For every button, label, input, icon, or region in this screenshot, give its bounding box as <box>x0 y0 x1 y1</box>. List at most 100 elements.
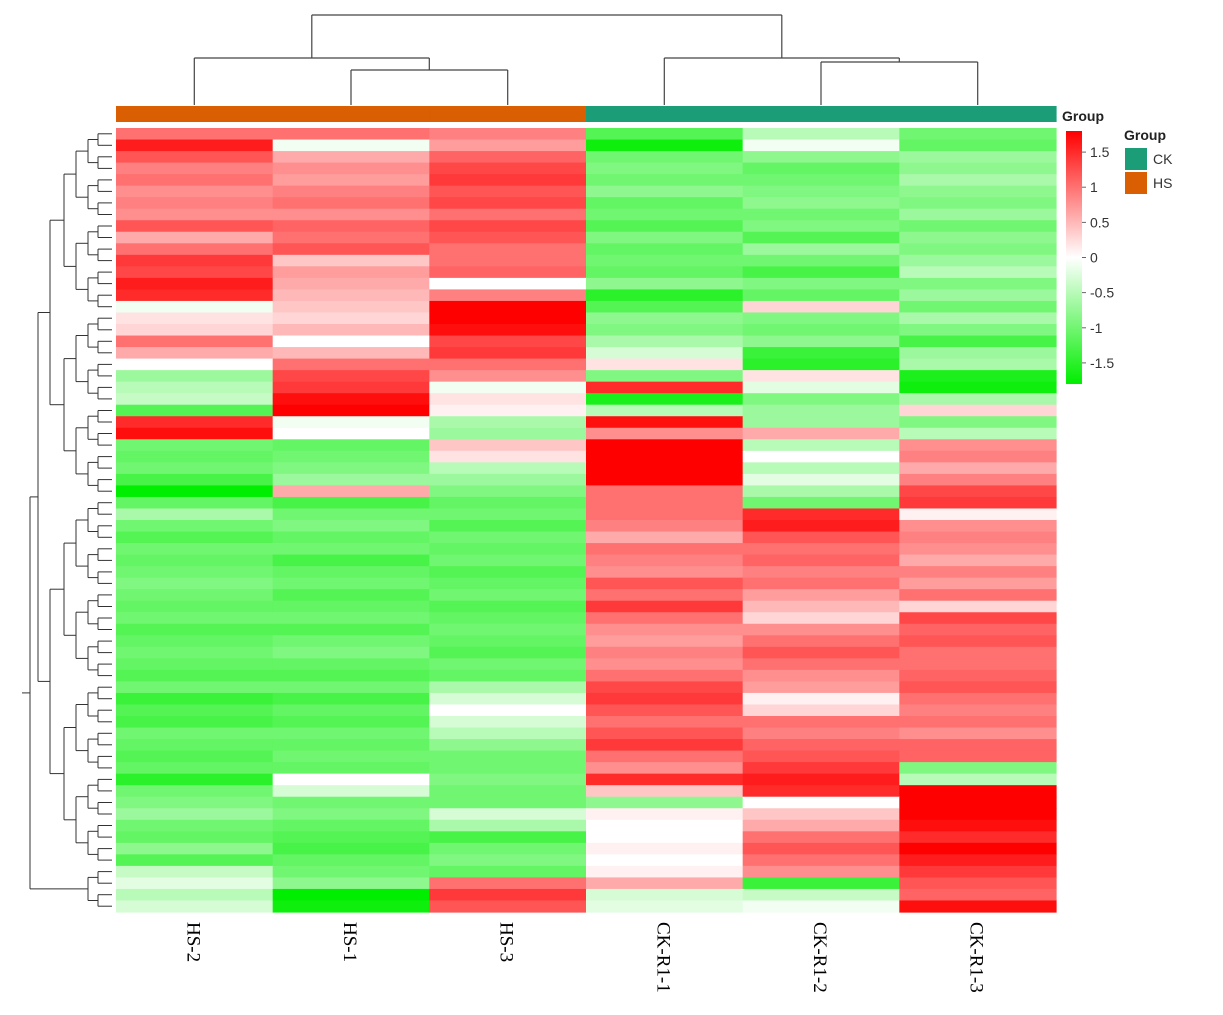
heatmap-cell <box>899 162 1057 175</box>
heatmap-cell <box>116 819 274 832</box>
heatmap-cell <box>586 796 744 809</box>
heatmap-cell <box>742 658 900 671</box>
heatmap-cell <box>586 554 744 567</box>
heatmap-cell <box>272 254 430 267</box>
row-dendrogram <box>22 133 112 907</box>
heatmap-cell <box>116 808 274 821</box>
heatmap-cell <box>272 716 430 729</box>
heatmap-cell <box>899 900 1057 913</box>
heatmap-cell <box>742 128 900 141</box>
heatmap-cell <box>429 531 587 544</box>
heatmap-cell <box>116 462 274 475</box>
heatmap-cell <box>272 277 430 291</box>
heatmap-cell <box>429 692 587 706</box>
column-labels: HS-2 HS-1 HS-3 CK-R1-1 CK-R1-2 CK-R1-3 <box>182 922 986 993</box>
heatmap-cell <box>429 139 587 152</box>
heatmap-cell <box>429 877 587 890</box>
heatmap-cell <box>742 600 900 613</box>
heatmap-cell <box>116 612 274 625</box>
heatmap-cell <box>742 450 900 463</box>
heatmap-cell <box>429 739 587 752</box>
heatmap-cell <box>899 600 1057 613</box>
heatmap-cell <box>272 243 430 256</box>
heatmap-cell <box>116 600 274 613</box>
heatmap-cell <box>899 589 1057 602</box>
heatmap-cell <box>586 877 744 890</box>
heatmap-cell <box>899 128 1057 141</box>
heatmap-cell <box>742 462 900 475</box>
heatmap-cell <box>116 324 274 337</box>
heatmap-cell <box>742 704 900 717</box>
heatmap-cell <box>116 358 274 371</box>
heatmap-cell <box>586 358 744 371</box>
heatmap-cell <box>742 554 900 567</box>
heatmap-cell <box>116 347 274 360</box>
heatmap-cell <box>116 508 274 521</box>
heatmap-cell <box>429 612 587 625</box>
heatmap-cell <box>899 496 1057 510</box>
heatmap-cell <box>899 231 1057 244</box>
heatmap-cell <box>116 427 274 440</box>
heatmap-cell <box>899 750 1057 763</box>
heatmap-cell <box>272 739 430 752</box>
heatmap-cell <box>272 669 430 683</box>
group-bar-segment <box>116 106 274 122</box>
heatmap-cell <box>899 612 1057 625</box>
heatmap-cell <box>586 162 744 175</box>
heatmap-cell <box>116 139 274 152</box>
group-legend-title: Group <box>1124 127 1166 143</box>
heatmap-cell <box>742 854 900 867</box>
heatmap-cell <box>116 716 274 729</box>
heatmap-cell <box>742 370 900 383</box>
heatmap-cell <box>586 635 744 648</box>
heatmap-cell <box>742 220 900 233</box>
heatmap-cell <box>899 808 1057 821</box>
heatmap-cell <box>116 439 274 452</box>
heatmap-cell <box>116 231 274 244</box>
heatmap-cell <box>742 727 900 740</box>
heatmap-cell <box>899 566 1057 579</box>
heatmap-cell <box>742 877 900 890</box>
heatmap-cell <box>272 543 430 556</box>
heatmap-cell <box>899 543 1057 556</box>
heatmap-cell <box>742 543 900 556</box>
heatmap-cell <box>742 404 900 417</box>
heatmap-cell <box>116 842 274 855</box>
heatmap-cell <box>272 289 430 302</box>
heatmap-cell <box>742 289 900 302</box>
heatmap-cell <box>899 819 1057 832</box>
heatmap-cell <box>429 266 587 279</box>
group-annotation-title: Group <box>1062 108 1104 124</box>
heatmap-cell <box>272 508 430 521</box>
heatmap-cell <box>586 393 744 406</box>
heatmap-cell <box>429 796 587 809</box>
heatmap-cell <box>272 589 430 602</box>
heatmap-cell <box>429 370 587 383</box>
heatmap-cell <box>586 324 744 337</box>
heatmap-cell <box>899 289 1057 302</box>
heatmap-cell <box>272 128 430 141</box>
heatmap-cell <box>742 485 900 498</box>
heatmap-cell <box>116 623 274 636</box>
heatmap-cell <box>586 727 744 740</box>
heatmap-cell <box>899 450 1057 463</box>
heatmap-cell <box>899 716 1057 729</box>
heatmap-cell <box>429 520 587 533</box>
heatmap-cell <box>742 381 900 394</box>
heatmap-cell <box>429 646 587 659</box>
heatmap-cell <box>742 197 900 210</box>
heatmap-cell <box>429 473 587 487</box>
heatmap-cell <box>586 531 744 544</box>
heatmap-cell <box>116 128 274 141</box>
heatmap-cell <box>272 450 430 463</box>
heatmap-cell <box>899 658 1057 671</box>
heatmap-cell <box>899 773 1057 786</box>
heatmap-cell <box>272 762 430 775</box>
heatmap-cell <box>429 416 587 429</box>
heatmap-cell <box>272 750 430 763</box>
heatmap-cell <box>116 277 274 291</box>
heatmap-cell <box>742 635 900 648</box>
heatmap-cell <box>742 716 900 729</box>
heatmap-cell <box>586 692 744 706</box>
